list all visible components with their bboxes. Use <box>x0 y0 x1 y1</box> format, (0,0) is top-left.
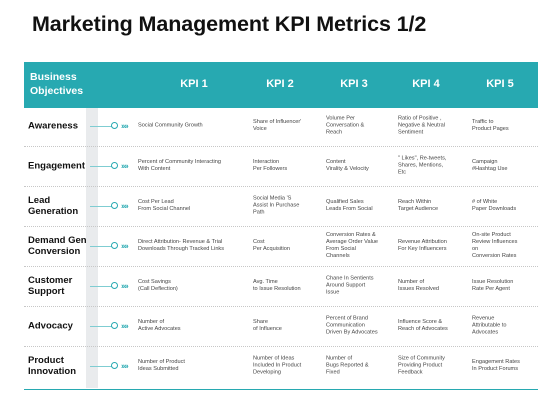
kpi-1-cell: Number of Active Advocates <box>138 319 181 332</box>
kpi-1-cell: Direct Attribution- Revenue & Trial Down… <box>138 239 225 252</box>
connector-line <box>90 366 116 367</box>
kpi-3-header: KPI 3 <box>340 78 368 90</box>
kpi-2-cell: Number of Ideas Included In Product Deve… <box>253 355 302 376</box>
timeline-dot-icon <box>111 322 118 329</box>
kpi-3-cell: Chane In Sentients Around Support Issue <box>326 275 374 296</box>
row-divider <box>24 226 538 227</box>
row-divider <box>24 306 538 307</box>
timeline-dot-icon <box>111 362 118 369</box>
table-row-lead-generation: Lead Generation ›››› Cost Per Lead From So… <box>24 186 538 226</box>
kpi-2-cell: Avg. Time to Issue Resolution <box>253 279 301 292</box>
kpi-2-cell: Share of Influence <box>253 319 282 332</box>
row-divider <box>24 146 538 147</box>
chevron-right-icon: ›››› <box>121 321 129 331</box>
connector-line <box>90 206 116 207</box>
timeline-dot-icon <box>111 122 118 129</box>
objective-label: Lead Generation <box>28 195 79 217</box>
connector-line <box>90 326 116 327</box>
kpi-1-cell: Number of Product Ideas Submitted <box>138 359 185 372</box>
kpi-5-cell: Revenue Attributable to Advocates <box>472 315 507 336</box>
chevron-right-icon: ›››› <box>121 281 129 291</box>
row-divider <box>24 346 538 347</box>
kpi-4-cell: Reach Within Target Audience <box>398 199 439 212</box>
kpi-3-cell: Volume Per Conversation & Reach <box>326 115 365 136</box>
table-header: Business Objectives KPI 1 KPI 2 KPI 3 KP… <box>24 62 538 108</box>
row-divider <box>24 266 538 267</box>
table-row-demand-gen-conversion: Demand Gen Conversion ›››› Direct Attribut… <box>24 226 538 266</box>
kpi-5-cell: # of White Paper Downloads <box>472 199 517 212</box>
kpi-1-cell: Social Community Growth <box>138 122 203 129</box>
kpi-5-cell: Campaign #Hashtag Use <box>472 159 508 172</box>
timeline-dot-icon <box>111 282 118 289</box>
kpi-4-cell: Influence Score & Reach of Advocates <box>398 319 448 332</box>
table-row-advocacy: Advocacy ›››› Number of Active Advocates Sh… <box>24 306 538 346</box>
kpi-4-cell: " Likes", Re-tweets, Shares, Mentions, E… <box>398 155 447 176</box>
kpi-1-cell: Cost Savings (Call Deflection) <box>138 279 178 292</box>
kpi-2-cell: Share of Influencer' Voice <box>253 119 302 132</box>
business-objectives-header: Business Objectives <box>30 71 84 97</box>
kpi-5-cell: On-site Product Review Influences on Con… <box>472 232 518 259</box>
page-title: Marketing Management KPI Metrics 1/2 <box>32 12 427 36</box>
row-divider <box>24 186 538 187</box>
kpi-3-cell: Conversion Rates & Average Order Value F… <box>326 232 379 259</box>
objective-label: Awareness <box>28 120 78 132</box>
table-row-customer-support: Customer Support ›››› Cost Savings (Call D… <box>24 266 538 306</box>
table-row-product-innovation: Product Innovation ›››› Number of Product … <box>24 346 538 386</box>
kpi-2-cell: Social Media 'S Assist In Purchase Path <box>253 195 300 216</box>
timeline-dot-icon <box>111 162 118 169</box>
kpi-4-cell: Size of Community Providing Product Feed… <box>398 355 445 376</box>
kpi-2-cell: Interaction Per Followers <box>253 159 288 172</box>
objective-label: Customer Support <box>28 275 73 297</box>
timeline-stripe <box>86 108 98 388</box>
chevron-right-icon: ›››› <box>121 201 129 211</box>
connector-line <box>90 126 116 127</box>
objective-label: Advocacy <box>28 320 73 332</box>
kpi-3-cell: Number of Bugs Reported & Fixed <box>326 355 369 376</box>
kpi-3-cell: Percent of Brand Communication Driven By… <box>326 315 378 336</box>
kpi-4-cell: Number of Issues Resolved <box>398 279 440 292</box>
kpi-3-cell: Qualified Sales Leads From Social <box>326 199 373 212</box>
kpi-1-cell: Percent of Community Interacting With Co… <box>138 159 222 172</box>
kpi-1-cell: Cost Per Lead From Social Channel <box>138 199 191 212</box>
kpi-2-cell: Cost Per Acquisition <box>253 239 291 252</box>
objective-label: Demand Gen Conversion <box>28 235 87 257</box>
chevron-right-icon: ›››› <box>121 361 129 371</box>
chevron-right-icon: ›››› <box>121 161 129 171</box>
objective-label: Engagement <box>28 160 86 172</box>
kpi-5-cell: Traffic to Product Pages <box>472 119 509 132</box>
timeline-dot-icon <box>111 242 118 249</box>
connector-line <box>90 286 116 287</box>
chevron-right-icon: ›››› <box>121 121 129 131</box>
connector-line <box>90 246 116 247</box>
objective-label: Product Innovation <box>28 355 77 377</box>
table-bottom-rule <box>24 389 538 390</box>
kpi-4-cell: Ratio of Positive , Negative & Neutral S… <box>398 115 445 136</box>
chevron-right-icon: ›››› <box>121 241 129 251</box>
connector-line <box>90 166 116 167</box>
table-row-awareness: Awareness ›››› Social Community Growth Shar… <box>24 106 538 146</box>
kpi-4-cell: Revenue Attribution For Key Influencers <box>398 239 447 252</box>
kpi-1-header: KPI 1 <box>180 78 208 90</box>
kpi-3-cell: Content Virality & Velocity <box>326 159 369 172</box>
table-row-engagement: Engagement ›››› Percent of Community Inter… <box>24 146 538 186</box>
kpi-2-header: KPI 2 <box>266 78 294 90</box>
kpi-5-cell: Engagement Rates In Product Forums <box>472 359 520 372</box>
kpi-4-header: KPI 4 <box>412 78 440 90</box>
timeline-dot-icon <box>111 202 118 209</box>
kpi-5-cell: Issue Resolution Rate Per Agent <box>472 279 514 292</box>
kpi-5-header: KPI 5 <box>486 78 514 90</box>
